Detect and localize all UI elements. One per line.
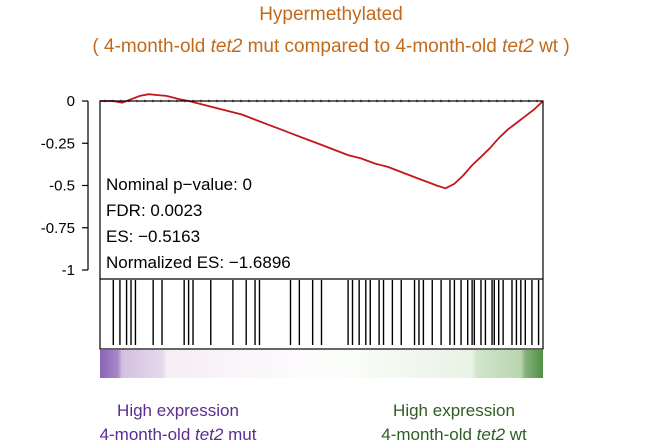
left-label-prefix: 4-month-old bbox=[99, 425, 195, 444]
left-label-suffix: mut bbox=[223, 425, 257, 444]
subtitle-part-2: mut compared to 4-month-old bbox=[242, 36, 503, 57]
subtitle-gene-1: tet2 bbox=[210, 36, 243, 57]
left-expression-label: High expression 4-month-old tet2 mut bbox=[48, 399, 308, 447]
left-label-line1: High expression bbox=[117, 401, 239, 420]
left-label-gene: tet2 bbox=[195, 425, 224, 444]
plot-frame bbox=[99, 100, 544, 350]
y-tick-label: 0 bbox=[67, 93, 75, 110]
y-tick-label: -0.5 bbox=[49, 178, 75, 195]
right-label-gene: tet2 bbox=[476, 425, 506, 444]
ranked-metric-bar bbox=[100, 350, 543, 378]
es-value: ES: −0.5163 bbox=[106, 227, 200, 246]
right-label-suffix: wt bbox=[505, 425, 527, 444]
chart-title-text: Hypermethylated bbox=[259, 4, 403, 25]
right-expression-label: High expression 4-month-old tet2 wt bbox=[324, 399, 584, 447]
chart-subtitle: ( 4-month-old tet2 mut compared to 4-mon… bbox=[0, 35, 662, 59]
subtitle-part-3: wt ) bbox=[533, 36, 570, 57]
right-label-line1: High expression bbox=[393, 401, 515, 420]
y-tick-label: -1 bbox=[62, 262, 75, 279]
nominal-p-value: Nominal p−value: 0 bbox=[106, 175, 252, 194]
y-tick-label: -0.75 bbox=[41, 220, 75, 237]
right-label-prefix: 4-month-old bbox=[381, 425, 477, 444]
chart-title: Hypermethylated bbox=[0, 3, 662, 27]
right-label-line2: 4-month-old tet2 wt bbox=[324, 423, 584, 447]
enrichment-score-curve bbox=[100, 93, 544, 190]
y-tick-label: -0.25 bbox=[41, 135, 75, 152]
left-label-line2: 4-month-old tet2 mut bbox=[48, 423, 308, 447]
subtitle-gene-2: tet2 bbox=[502, 36, 534, 57]
y-axis: 0 -0.25 -0.5 -0.75 -1 bbox=[41, 93, 89, 279]
fdr-value: FDR: 0.0023 bbox=[106, 201, 202, 220]
stats-box: Nominal p−value: 0 FDR: 0.0023 ES: −0.51… bbox=[106, 175, 291, 272]
hit-markers bbox=[112, 280, 540, 345]
subtitle-part-1: ( 4-month-old bbox=[92, 36, 211, 57]
normalized-es-value: Normalized ES: −1.6896 bbox=[106, 253, 291, 272]
